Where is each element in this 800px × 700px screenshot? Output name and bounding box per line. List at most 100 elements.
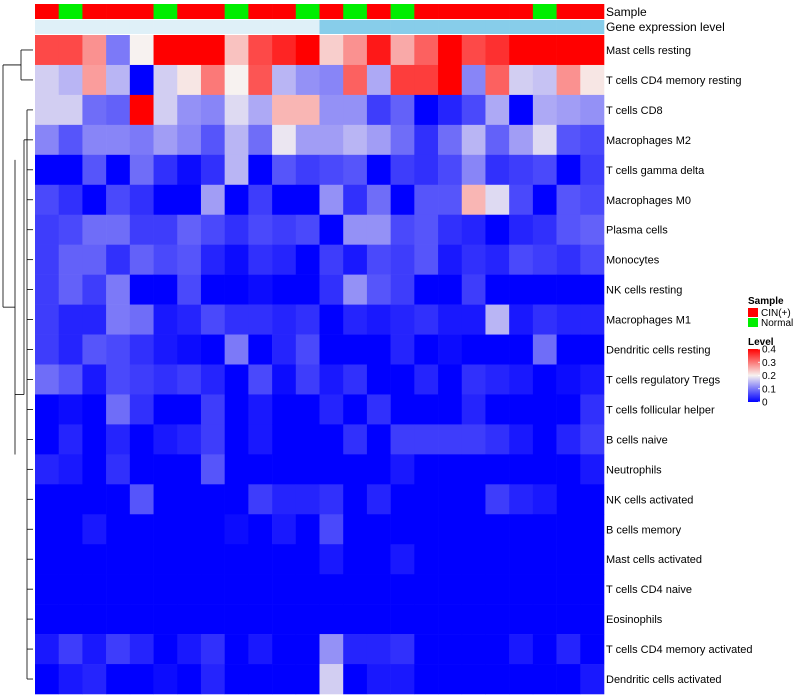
- heatmap-cell: [438, 484, 463, 515]
- heatmap-cell: [106, 664, 131, 695]
- expression-annotation-cell: [343, 20, 368, 34]
- heatmap-cell: [414, 394, 439, 425]
- heatmap-cell: [319, 154, 344, 186]
- expression-annotation-cell: [366, 20, 391, 34]
- heatmap-cell: [438, 334, 463, 365]
- heatmap-cell: [366, 514, 391, 545]
- annotation-label-gene-expression: Gene expression level: [606, 20, 725, 34]
- heatmap-cell: [58, 154, 83, 186]
- heatmap-cell: [153, 94, 178, 126]
- heatmap-cell: [58, 574, 83, 605]
- heatmap-cell: [485, 304, 510, 335]
- heatmap-cell: [272, 334, 297, 365]
- heatmap-cell: [248, 334, 273, 365]
- heatmap-cell: [58, 394, 83, 425]
- heatmap-cell: [224, 304, 249, 335]
- legend-swatch-cin: [748, 308, 758, 317]
- row-label-macrophages-m2: Macrophages M2: [606, 135, 691, 147]
- heatmap-cell: [200, 184, 225, 216]
- heatmap-cell: [200, 154, 225, 186]
- heatmap-cell: [390, 514, 415, 545]
- heatmap-cell: [58, 634, 83, 665]
- heatmap-cell: [580, 664, 605, 695]
- heatmap-cell: [295, 274, 320, 305]
- heatmap-cell: [343, 394, 368, 425]
- heatmap-cell: [106, 634, 131, 665]
- heatmap-cell: [35, 544, 60, 575]
- heatmap-cell: [580, 214, 605, 245]
- heatmap-cell: [414, 574, 439, 605]
- heatmap-cell: [366, 64, 391, 96]
- heatmap-cell: [366, 424, 391, 455]
- heatmap-cell: [248, 604, 273, 635]
- heatmap-cell: [485, 604, 510, 635]
- heatmap-cell: [224, 364, 249, 395]
- heatmap-cell: [106, 364, 131, 395]
- heatmap-cell: [58, 35, 83, 66]
- heatmap-cell: [485, 544, 510, 575]
- heatmap-cell: [35, 334, 60, 365]
- sample-annotation-cell: [438, 4, 463, 19]
- heatmap-cell: [390, 424, 415, 455]
- heatmap-cell: [106, 334, 131, 365]
- heatmap-cell: [343, 35, 368, 66]
- expression-annotation-cell: [532, 20, 557, 34]
- row-label-b-cells-memory: B cells memory: [606, 524, 682, 536]
- heatmap-cell: [153, 304, 178, 335]
- heatmap-cell: [366, 244, 391, 275]
- heatmap-cell: [438, 304, 463, 335]
- sample-annotation-cell: [366, 4, 391, 19]
- heatmap-cell: [509, 604, 534, 635]
- level-tick-label: 0.4: [762, 345, 776, 356]
- heatmap-cell: [343, 304, 368, 335]
- heatmap-cell: [200, 544, 225, 575]
- heatmap-cell: [343, 604, 368, 635]
- heatmap-cell: [82, 544, 107, 575]
- heatmap-cell: [106, 214, 131, 245]
- heatmap-cell: [200, 604, 225, 635]
- heatmap-cell: [129, 574, 154, 605]
- heatmap-cell: [532, 124, 557, 156]
- heatmap-cell: [177, 244, 202, 275]
- heatmap-cell: [556, 454, 581, 485]
- heatmap-cell: [35, 304, 60, 335]
- heatmap-cell: [556, 184, 581, 216]
- heatmap-cell: [485, 334, 510, 365]
- sample-annotation-cell: [485, 4, 510, 19]
- heatmap-cell: [200, 484, 225, 515]
- heatmap-cell: [295, 634, 320, 665]
- heatmap-cell: [366, 94, 391, 126]
- heatmap-cell: [343, 124, 368, 156]
- heatmap-cells: [35, 35, 605, 695]
- heatmap-cell: [295, 35, 320, 66]
- heatmap-cell: [272, 634, 297, 665]
- heatmap-cell: [248, 64, 273, 96]
- heatmap-cell: [129, 64, 154, 96]
- heatmap-cell: [248, 274, 273, 305]
- heatmap-cell: [272, 94, 297, 126]
- heatmap-cell: [58, 604, 83, 635]
- heatmap-cell: [532, 544, 557, 575]
- heatmap-cell: [580, 274, 605, 305]
- heatmap-cell: [509, 124, 534, 156]
- heatmap-cell: [414, 334, 439, 365]
- row-label-t-cells-regulatory-tregs: T cells regulatory Tregs: [606, 374, 721, 386]
- heatmap-cell: [556, 214, 581, 245]
- heatmap-cell: [58, 64, 83, 96]
- heatmap-cell: [580, 574, 605, 605]
- heatmap-cell: [390, 334, 415, 365]
- heatmap-cell: [177, 664, 202, 695]
- heatmap-cell: [556, 35, 581, 66]
- heatmap-cell: [153, 424, 178, 455]
- heatmap-cell: [461, 244, 486, 275]
- heatmap-cell: [82, 334, 107, 365]
- heatmap-cell: [129, 544, 154, 575]
- heatmap-cell: [200, 334, 225, 365]
- expression-annotation-cell: [153, 20, 178, 34]
- heatmap-cell: [248, 184, 273, 216]
- heatmap-cell: [343, 664, 368, 695]
- heatmap-cell: [200, 274, 225, 305]
- heatmap-cell: [509, 304, 534, 335]
- heatmap-cell: [461, 454, 486, 485]
- heatmap-cell: [224, 544, 249, 575]
